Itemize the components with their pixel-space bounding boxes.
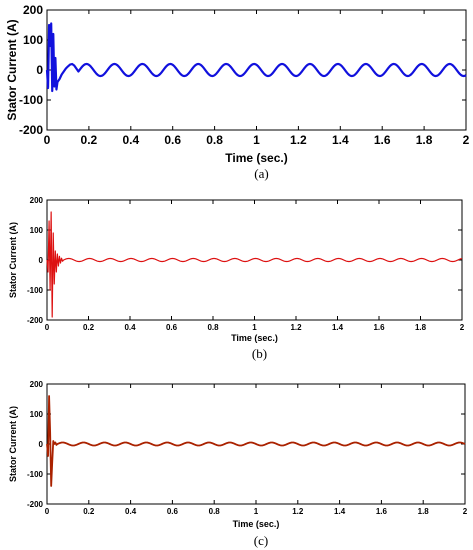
y-tick-label: 200 <box>30 380 44 389</box>
x-tick-label: 0.8 <box>207 323 219 332</box>
series-line <box>45 22 467 93</box>
y-axis-label: Stator Current (A) <box>8 406 18 482</box>
x-tick-label: 0.6 <box>167 507 179 516</box>
y-tick-label: 200 <box>23 3 43 17</box>
x-axis-label: Time (sec.) <box>225 151 287 165</box>
x-tick-label: 0.4 <box>122 133 139 147</box>
x-tick-label: 1.8 <box>415 323 427 332</box>
x-tick-label: 0.4 <box>125 507 137 516</box>
panel-caption: (a) <box>254 166 268 181</box>
x-tick-label: 1.6 <box>373 323 385 332</box>
y-tick-label: 0 <box>39 256 44 265</box>
panel-caption: (c) <box>254 533 268 548</box>
series-line <box>46 395 466 487</box>
plot-frame <box>46 199 463 321</box>
x-tick-label: 1.2 <box>290 323 302 332</box>
x-axis-label: Time (sec.) <box>233 519 280 529</box>
y-tick-label: -100 <box>27 470 44 479</box>
x-tick-label: 1.2 <box>290 133 307 147</box>
x-tick-label: 1 <box>252 323 257 332</box>
x-tick-label: 1.4 <box>334 507 346 516</box>
x-axis-label: Time (sec.) <box>231 333 278 343</box>
x-tick-label: 1 <box>254 507 259 516</box>
plot-frame <box>46 9 467 131</box>
chart-panel-2: 0 0.2 0.4 0.6 0.8 1 1.2 1.4 1.6 1.8 2 200 100 0 -100 -2… <box>8 196 465 361</box>
x-tick-label: 0.6 <box>166 323 178 332</box>
x-tick-label: 1 <box>253 133 260 147</box>
x-tick-label: 1.2 <box>292 507 304 516</box>
x-tick-label: 0.8 <box>206 133 223 147</box>
chart-panel-3: 0 0.2 0.4 0.6 0.8 1 1.2 1.4 1.6 1.8 2 200 100 0 -100 -2… <box>8 380 468 548</box>
x-tick-label: 0.6 <box>164 133 181 147</box>
series-line <box>46 211 463 318</box>
y-tick-label: 100 <box>30 410 44 419</box>
y-tick-label: -200 <box>27 500 44 509</box>
x-tick-label: 2 <box>463 507 468 516</box>
x-tick-label: 1.6 <box>374 133 391 147</box>
x-tick-label: 2 <box>463 133 470 147</box>
chart-panel-1: 0 0.2 0.4 0.6 0.8 1 1.2 1.4 1.6 1.8 2 200 100 0 -100 -2… <box>5 3 470 181</box>
x-tick-label: 0.2 <box>83 507 95 516</box>
y-tick-label: 200 <box>30 196 44 205</box>
y-tick-label: 100 <box>23 33 43 47</box>
y-tick-label: -200 <box>19 123 43 137</box>
panel-caption: (b) <box>252 346 267 361</box>
x-tick-label: 1.8 <box>418 507 430 516</box>
x-tick-label: 0.2 <box>81 133 98 147</box>
x-tick-label: 0 <box>45 507 50 516</box>
y-axis-label: Stator Current (A) <box>8 222 18 298</box>
x-tick-label: 0 <box>44 133 51 147</box>
x-tick-label: 0.8 <box>209 507 221 516</box>
x-tick-label: 0.4 <box>124 323 136 332</box>
x-tick-label: 0 <box>45 323 50 332</box>
y-axis-label: Stator Current (A) <box>5 19 19 120</box>
y-tick-label: -100 <box>19 93 43 107</box>
x-tick-label: 1.8 <box>416 133 433 147</box>
x-tick-label: 2 <box>460 323 465 332</box>
x-tick-label: 1.6 <box>376 507 388 516</box>
y-tick-label: -100 <box>27 286 44 295</box>
y-tick-label: 0 <box>39 440 44 449</box>
y-tick-label: 100 <box>30 226 44 235</box>
x-tick-label: 0.2 <box>83 323 95 332</box>
y-tick-label: 0 <box>36 63 43 77</box>
x-tick-label: 1.4 <box>332 323 344 332</box>
x-tick-label: 1.4 <box>332 133 349 147</box>
y-tick-label: -200 <box>27 316 44 325</box>
